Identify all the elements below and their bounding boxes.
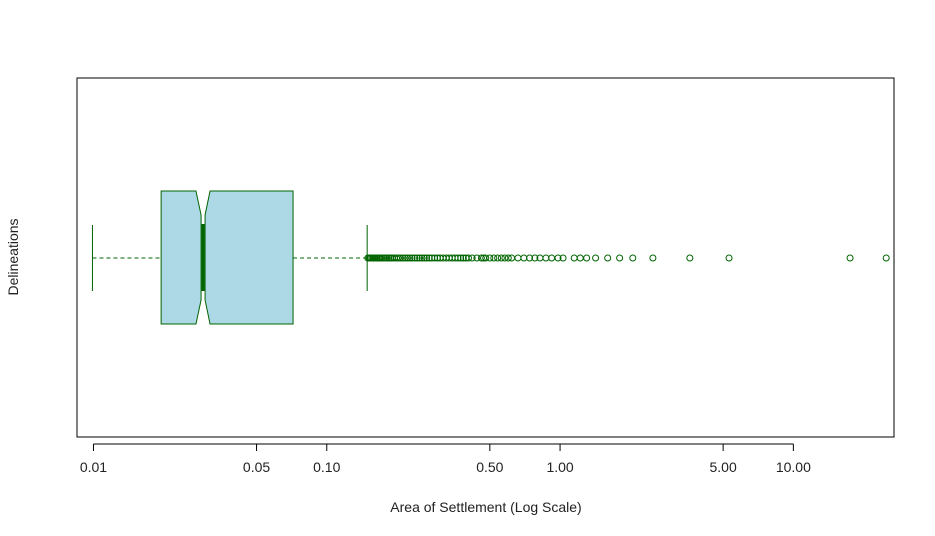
box-upper-half: [204, 190, 294, 325]
outlier-point: [459, 254, 467, 262]
outlier-point: [882, 254, 890, 262]
outlier-point: [425, 254, 433, 262]
outlier-point: [504, 254, 512, 262]
outlier-point: [531, 254, 539, 262]
x-tick-label: 0.10: [313, 459, 340, 475]
x-axis: 0.01 0.05 0.10 0.50 1.00 5.00 10.00: [80, 443, 811, 475]
outlier-point: [494, 254, 502, 262]
outliers: [364, 254, 890, 262]
outlier-point: [576, 254, 584, 262]
outlier-point: [570, 254, 578, 262]
outlier-point: [526, 254, 534, 262]
outlier-point: [418, 254, 426, 262]
box-lower-half: [160, 190, 202, 325]
outlier-point: [464, 254, 472, 262]
outlier-point: [542, 254, 550, 262]
outlier-point: [423, 254, 431, 262]
outlier-point: [473, 254, 481, 262]
outlier-point: [413, 254, 421, 262]
outlier-point: [399, 254, 407, 262]
x-tick-label: 0.01: [80, 459, 107, 475]
outlier-point: [490, 254, 498, 262]
outlier-point: [401, 254, 409, 262]
x-tick-label: 10.00: [776, 459, 811, 475]
outlier-point: [520, 254, 528, 262]
outlier-point: [548, 254, 556, 262]
outlier-point: [454, 254, 462, 262]
outlier-point: [477, 254, 485, 262]
outlier-point: [846, 254, 854, 262]
outlier-point: [408, 254, 416, 262]
outlier-point: [486, 254, 494, 262]
outlier-point: [583, 254, 591, 262]
x-axis-label: Area of Settlement (Log Scale): [390, 499, 581, 515]
outlier-point: [616, 254, 624, 262]
outlier-point: [482, 254, 490, 262]
x-tick-label: 5.00: [710, 459, 737, 475]
outlier-point: [420, 254, 428, 262]
outlier-point: [416, 254, 424, 262]
x-tick-label: 1.00: [546, 459, 573, 475]
outlier-point: [411, 254, 419, 262]
outlier-point: [604, 254, 612, 262]
outlier-point: [554, 254, 562, 262]
outlier-point: [431, 254, 439, 262]
outlier-point: [629, 254, 637, 262]
x-tick-label: 0.50: [476, 459, 503, 475]
outlier-point: [686, 254, 694, 262]
y-axis-label: Delineations: [5, 218, 21, 295]
outlier-point: [514, 254, 522, 262]
outlier-point: [649, 254, 657, 262]
outlier-point: [396, 254, 404, 262]
outlier-point: [501, 254, 509, 262]
outlier-point: [592, 254, 600, 262]
outlier-point: [497, 254, 505, 262]
outlier-point: [406, 254, 414, 262]
plot-frame: [76, 77, 895, 438]
x-tick-label: 0.05: [243, 459, 270, 475]
outlier-point: [404, 254, 412, 262]
outlier-point: [559, 254, 567, 262]
box-group: [91, 190, 368, 325]
outlier-point: [725, 254, 733, 262]
outlier-point: [468, 254, 476, 262]
outlier-point: [395, 254, 403, 262]
outlier-point: [457, 254, 465, 262]
